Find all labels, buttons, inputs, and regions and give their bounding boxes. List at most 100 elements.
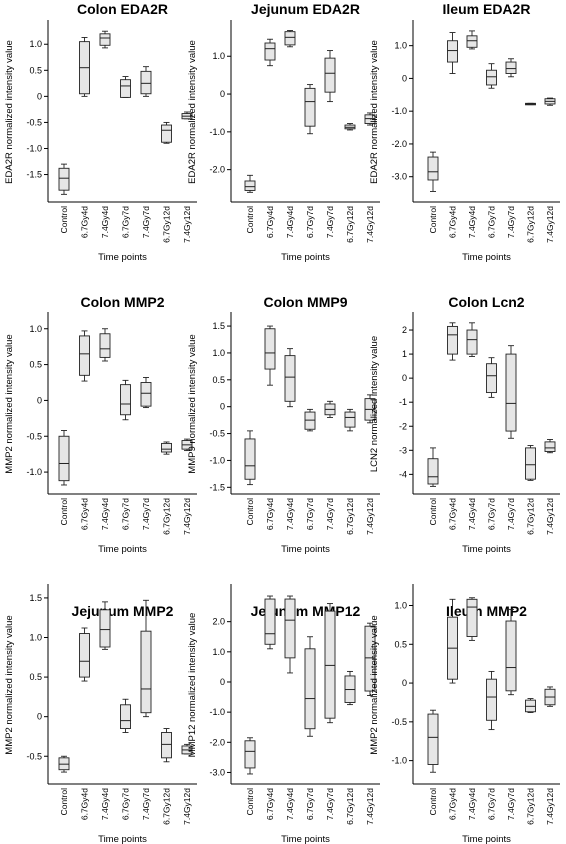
x-category-label: 6.7Gy7d bbox=[305, 788, 315, 820]
iqr-box bbox=[79, 633, 90, 678]
y-tick-label: -1.0 bbox=[209, 127, 225, 137]
box-6.7Gy12d bbox=[525, 102, 536, 106]
y-tick-label: -2 bbox=[399, 421, 407, 431]
box-7.4Gy4d bbox=[284, 595, 296, 674]
x-category-label: 7.4Gy12d bbox=[182, 788, 192, 825]
box-7.4Gy12d bbox=[181, 111, 193, 120]
x-category-label: 6.7Gy4d bbox=[448, 788, 458, 820]
box-7.4Gy4d bbox=[466, 30, 478, 50]
box-6.7Gy7d bbox=[120, 76, 131, 98]
box-6.7Gy12d bbox=[525, 698, 536, 713]
y-tick-label: -1.0 bbox=[209, 707, 225, 717]
iqr-box bbox=[58, 167, 70, 191]
box-6.7Gy12d bbox=[525, 445, 536, 481]
chart-title: Jejunum EDA2R bbox=[251, 1, 360, 17]
y-tick-label: 0.5 bbox=[29, 672, 42, 682]
box-7.4Gy7d bbox=[324, 603, 336, 724]
box-6.7Gy12d bbox=[161, 121, 172, 144]
box-7.4Gy4d bbox=[284, 348, 296, 408]
iqr-box bbox=[161, 124, 172, 143]
x-category-label: Control bbox=[428, 206, 438, 234]
y-tick-label: 1.0 bbox=[212, 348, 225, 358]
x-category-label: 7.4Gy4d bbox=[467, 788, 477, 820]
iqr-box bbox=[427, 156, 439, 181]
iqr-box bbox=[58, 435, 70, 482]
iqr-box bbox=[427, 713, 439, 765]
box-6.7Gy7d bbox=[486, 357, 497, 398]
x-category-label: 7.4Gy12d bbox=[365, 498, 375, 535]
y-tick-label: -4 bbox=[399, 469, 407, 479]
y-tick-label: 0 bbox=[37, 91, 42, 101]
y-tick-label: 1.0 bbox=[29, 633, 42, 643]
y-tick-label: -3 bbox=[399, 445, 407, 455]
chart-title: Colon Lcn2 bbox=[448, 294, 524, 310]
x-category-label: 7.4Gy12d bbox=[545, 788, 555, 825]
x-category-label: 6.7Gy7d bbox=[305, 206, 315, 238]
box-6.7Gy7d bbox=[486, 63, 497, 89]
x-category-label: 6.7Gy4d bbox=[80, 206, 90, 238]
iqr-box bbox=[466, 35, 478, 48]
iqr-box bbox=[284, 355, 296, 402]
box-6.7Gy4d bbox=[264, 325, 276, 386]
iqr-box bbox=[344, 411, 356, 428]
iqr-box bbox=[505, 61, 517, 74]
iqr-box bbox=[364, 114, 376, 124]
panel-ileum-mmp2: Ileum MMP2 1.0 0.5 0 -0.5 -1.0 MMP2 normalized… bbox=[369, 584, 560, 844]
x-category-label: 7.4Gy12d bbox=[545, 498, 555, 535]
iqr-box bbox=[264, 598, 276, 645]
box-6.7Gy12d bbox=[161, 441, 172, 455]
y-axis-label: EDA2R normalized intensity value bbox=[369, 40, 380, 184]
panel-colon-eda2r: Colon EDA2R 1.0 0.5 0 -0.5 -1.0 -1.5 EDA2R norm… bbox=[4, 1, 197, 263]
box-6.7Gy7d bbox=[120, 698, 131, 733]
x-category-label: Control bbox=[59, 206, 69, 234]
x-category-label: 7.4Gy7d bbox=[141, 206, 151, 238]
y-tick-label: 2 bbox=[402, 325, 407, 335]
box-6.7Gy7d bbox=[304, 636, 316, 737]
box-Control bbox=[244, 174, 256, 193]
box-6.7Gy4d bbox=[447, 322, 458, 361]
panel-jejunum-eda2r: Jejunum EDA2R 1.0 0 -1.0 -2.0 EDA2R normalize… bbox=[187, 1, 380, 263]
iqr-box bbox=[486, 678, 497, 721]
box-6.7Gy7d bbox=[486, 670, 497, 731]
box-7.4Gy4d bbox=[99, 30, 111, 49]
x-category-label: 6.7Gy7d bbox=[487, 206, 497, 238]
box-7.4Gy7d bbox=[140, 66, 152, 97]
box-7.4Gy4d bbox=[466, 597, 478, 641]
box-7.4Gy7d bbox=[505, 58, 517, 78]
box-7.4Gy12d bbox=[544, 686, 556, 707]
iqr-box bbox=[486, 363, 497, 394]
iqr-box bbox=[120, 384, 131, 416]
y-tick-label: 0 bbox=[220, 402, 225, 412]
y-tick-label: -1.0 bbox=[391, 106, 407, 116]
chart-title: Colon EDA2R bbox=[77, 1, 168, 17]
box-Control bbox=[427, 709, 439, 773]
y-tick-label: 0 bbox=[220, 677, 225, 687]
y-tick-label: 0.5 bbox=[29, 360, 42, 370]
x-category-label: 7.4Gy4d bbox=[100, 206, 110, 238]
y-tick-label: -3.0 bbox=[391, 172, 407, 182]
y-tick-label: -1.0 bbox=[26, 467, 42, 477]
x-category-label: 7.4Gy4d bbox=[467, 206, 477, 238]
iqr-box bbox=[324, 610, 336, 719]
box-7.4Gy12d bbox=[364, 394, 376, 424]
x-category-label: 7.4Gy7d bbox=[325, 206, 335, 238]
iqr-box bbox=[486, 69, 497, 86]
box-Control bbox=[58, 755, 70, 773]
panel-colon-lcn2: Colon Lcn2 2 1 0 -1 -2 -3 -4 LCN2 normalized int… bbox=[369, 294, 560, 555]
y-tick-label: 0.5 bbox=[29, 65, 42, 75]
x-axis-label: Time points bbox=[281, 834, 330, 844]
y-tick-label: 0 bbox=[37, 395, 42, 405]
x-category-label: 6.7Gy12d bbox=[162, 206, 172, 243]
x-category-label: 6.7Gy4d bbox=[265, 206, 275, 238]
x-category-label: 6.7Gy7d bbox=[121, 206, 131, 238]
x-category-label: 7.4Gy4d bbox=[100, 788, 110, 820]
x-category-label: 7.4Gy4d bbox=[285, 788, 295, 820]
box-6.7Gy12d bbox=[344, 408, 356, 432]
chart-title: Ileum MMP2 bbox=[446, 603, 527, 619]
box-Control bbox=[244, 737, 256, 775]
y-tick-label: 1.0 bbox=[394, 41, 407, 51]
chart-title: Colon MMP9 bbox=[264, 294, 348, 310]
iqr-box bbox=[120, 704, 131, 729]
iqr-box bbox=[244, 740, 256, 769]
x-axis-label: Time points bbox=[462, 834, 511, 844]
